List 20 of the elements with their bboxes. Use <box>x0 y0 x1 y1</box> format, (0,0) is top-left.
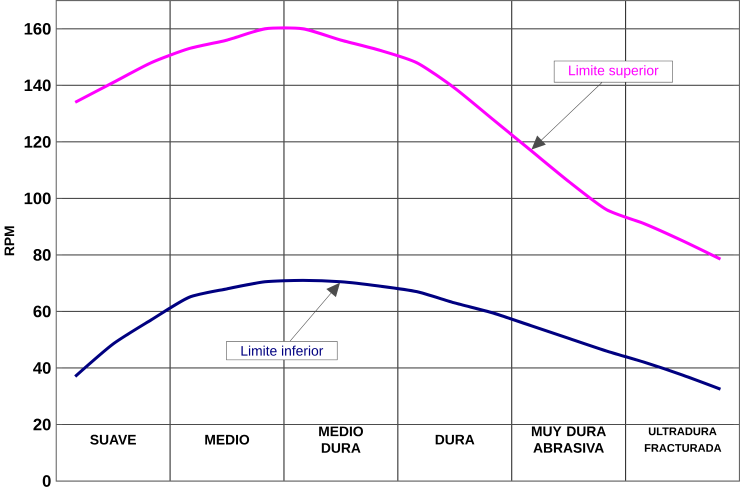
y-tick-label: 80 <box>33 249 51 262</box>
y-tick-label: 60 <box>33 306 51 318</box>
y-tick-label: 100 <box>24 192 51 204</box>
line-series <box>74 279 722 391</box>
y-tick-label: 40 <box>33 362 51 374</box>
line-series <box>74 26 722 261</box>
y-axis-title: RPM <box>4 226 14 256</box>
text: Limite superior <box>569 65 658 78</box>
y-tick-label: 160 <box>24 23 51 35</box>
x-tick-label: ULTRADURA FRACTURADA <box>644 428 722 452</box>
text: Limite inferior <box>241 346 324 356</box>
y-tick-label: 0 <box>42 475 51 488</box>
x-tick-label: MEDIO <box>205 435 250 445</box>
x-tick-label: SUAVE <box>90 435 136 445</box>
y-tick-label: 20 <box>33 418 51 431</box>
x-tick-label: MUY DURA ABRASIVA <box>532 426 606 454</box>
x-tick-label: DURA <box>436 435 474 445</box>
x-tick-label: MEDIO DURA <box>319 426 363 454</box>
y-tick-label: 120 <box>24 136 51 148</box>
y-tick-label: 140 <box>24 80 51 92</box>
